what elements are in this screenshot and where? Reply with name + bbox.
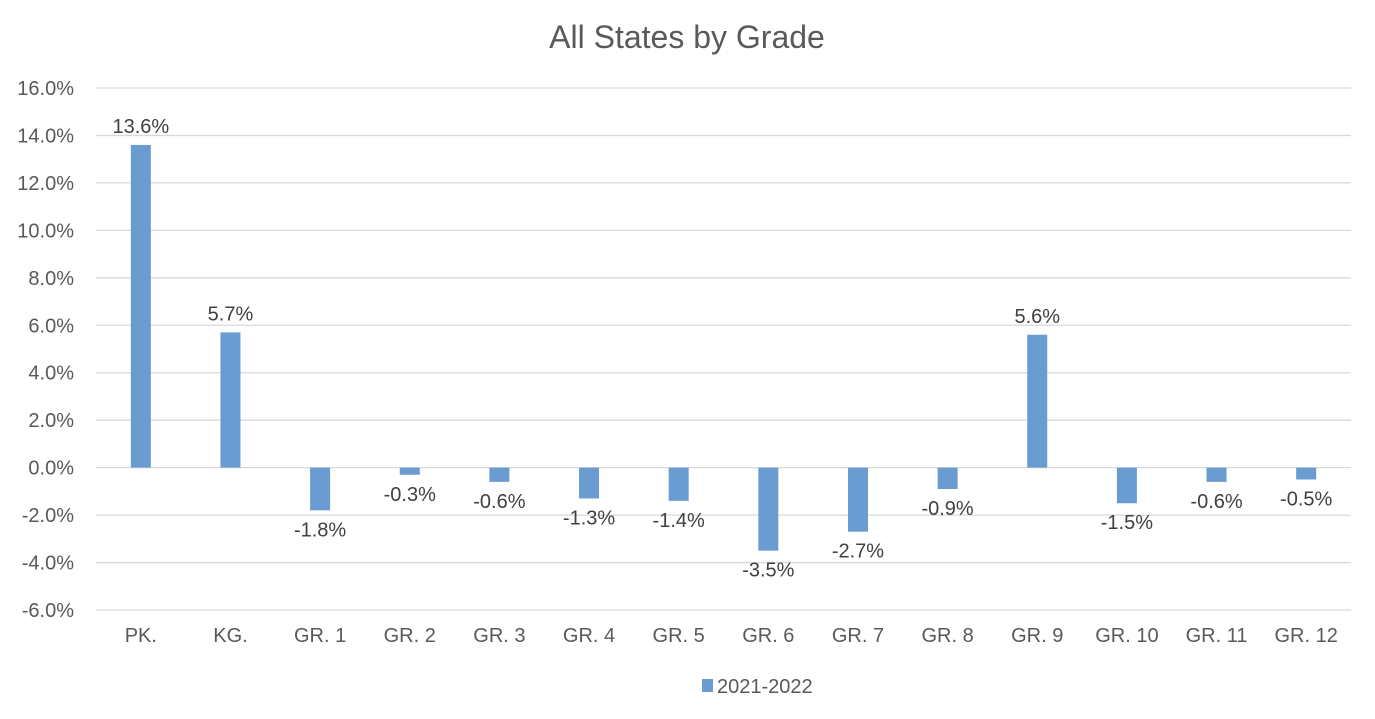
x-tick-label: GR. 5 xyxy=(653,625,705,647)
bar xyxy=(1027,334,1048,468)
bar xyxy=(1116,467,1137,504)
x-tick-label: GR. 7 xyxy=(832,625,884,647)
legend-swatch xyxy=(702,679,713,692)
bar xyxy=(1296,467,1317,480)
legend-label: 2021-2022 xyxy=(717,676,813,698)
bar xyxy=(310,467,331,511)
y-tick-label: -2.0% xyxy=(22,505,74,527)
bar xyxy=(489,467,510,482)
y-tick-label: 10.0% xyxy=(17,220,74,242)
data-label: -0.6% xyxy=(473,491,525,513)
x-tick-label: GR. 2 xyxy=(384,625,436,647)
data-label: 13.6% xyxy=(112,116,169,138)
legend: 2021-2022 xyxy=(702,676,813,698)
data-label: -1.5% xyxy=(1101,512,1153,534)
x-tick-label: GR. 3 xyxy=(473,625,525,647)
y-tick-label: 14.0% xyxy=(17,125,74,147)
y-tick-label: 4.0% xyxy=(28,363,74,385)
data-labels: 13.6% 5.7% -1.8% -0.3% -0.6% -1.3% -1.4% -3.5% -… xyxy=(112,116,1332,582)
bars xyxy=(130,144,1317,551)
y-tick-label: 0.0% xyxy=(28,458,74,480)
y-tick-label: 12.0% xyxy=(17,173,74,195)
x-tick-label: GR. 9 xyxy=(1011,625,1063,647)
data-label: -2.7% xyxy=(832,541,884,563)
bar xyxy=(668,467,689,501)
bar xyxy=(399,467,420,475)
bar xyxy=(937,467,958,489)
y-tick-label: 6.0% xyxy=(28,315,74,337)
bar xyxy=(758,467,779,551)
bar xyxy=(1206,467,1227,482)
data-label: -1.8% xyxy=(294,519,346,541)
x-tick-label: GR. 6 xyxy=(742,625,794,647)
y-axis-ticks: 16.0% 14.0% 12.0% 10.0% 8.0% 6.0% 4.0% 2.0% 0.0%… xyxy=(17,78,74,622)
y-tick-label: 16.0% xyxy=(17,78,74,100)
y-tick-label: -4.0% xyxy=(22,553,74,575)
bar xyxy=(130,144,151,468)
data-label: -0.3% xyxy=(384,484,436,506)
bar xyxy=(847,467,868,532)
x-tick-label: GR. 12 xyxy=(1274,625,1337,647)
data-label: -1.3% xyxy=(563,507,615,529)
x-tick-label: KG. xyxy=(213,625,247,647)
x-axis-ticks: PK. KG. GR. 1 GR. 2 GR. 3 GR. 4 GR. 5 GR. 6 GR. … xyxy=(125,625,1338,647)
data-label: -3.5% xyxy=(742,560,794,582)
data-label: -0.9% xyxy=(921,498,973,520)
y-tick-label: -6.0% xyxy=(22,600,74,622)
data-label: 5.7% xyxy=(208,303,254,325)
gridlines xyxy=(96,87,1351,611)
bar xyxy=(220,332,241,468)
x-tick-label: GR. 11 xyxy=(1186,625,1248,647)
x-tick-label: GR. 4 xyxy=(563,625,615,647)
chart-title: All States by Grade xyxy=(549,19,825,55)
data-label: 5.6% xyxy=(1014,306,1060,328)
x-tick-label: PK. xyxy=(125,625,157,647)
y-tick-label: 2.0% xyxy=(28,410,74,432)
data-label: -0.5% xyxy=(1280,489,1332,511)
x-tick-label: GR. 1 xyxy=(294,625,346,647)
x-tick-label: GR. 8 xyxy=(921,625,973,647)
data-label: -0.6% xyxy=(1190,491,1242,513)
y-tick-label: 8.0% xyxy=(28,268,74,290)
bar xyxy=(579,467,600,499)
x-tick-label: GR. 10 xyxy=(1095,625,1158,647)
data-label: -1.4% xyxy=(653,510,705,532)
